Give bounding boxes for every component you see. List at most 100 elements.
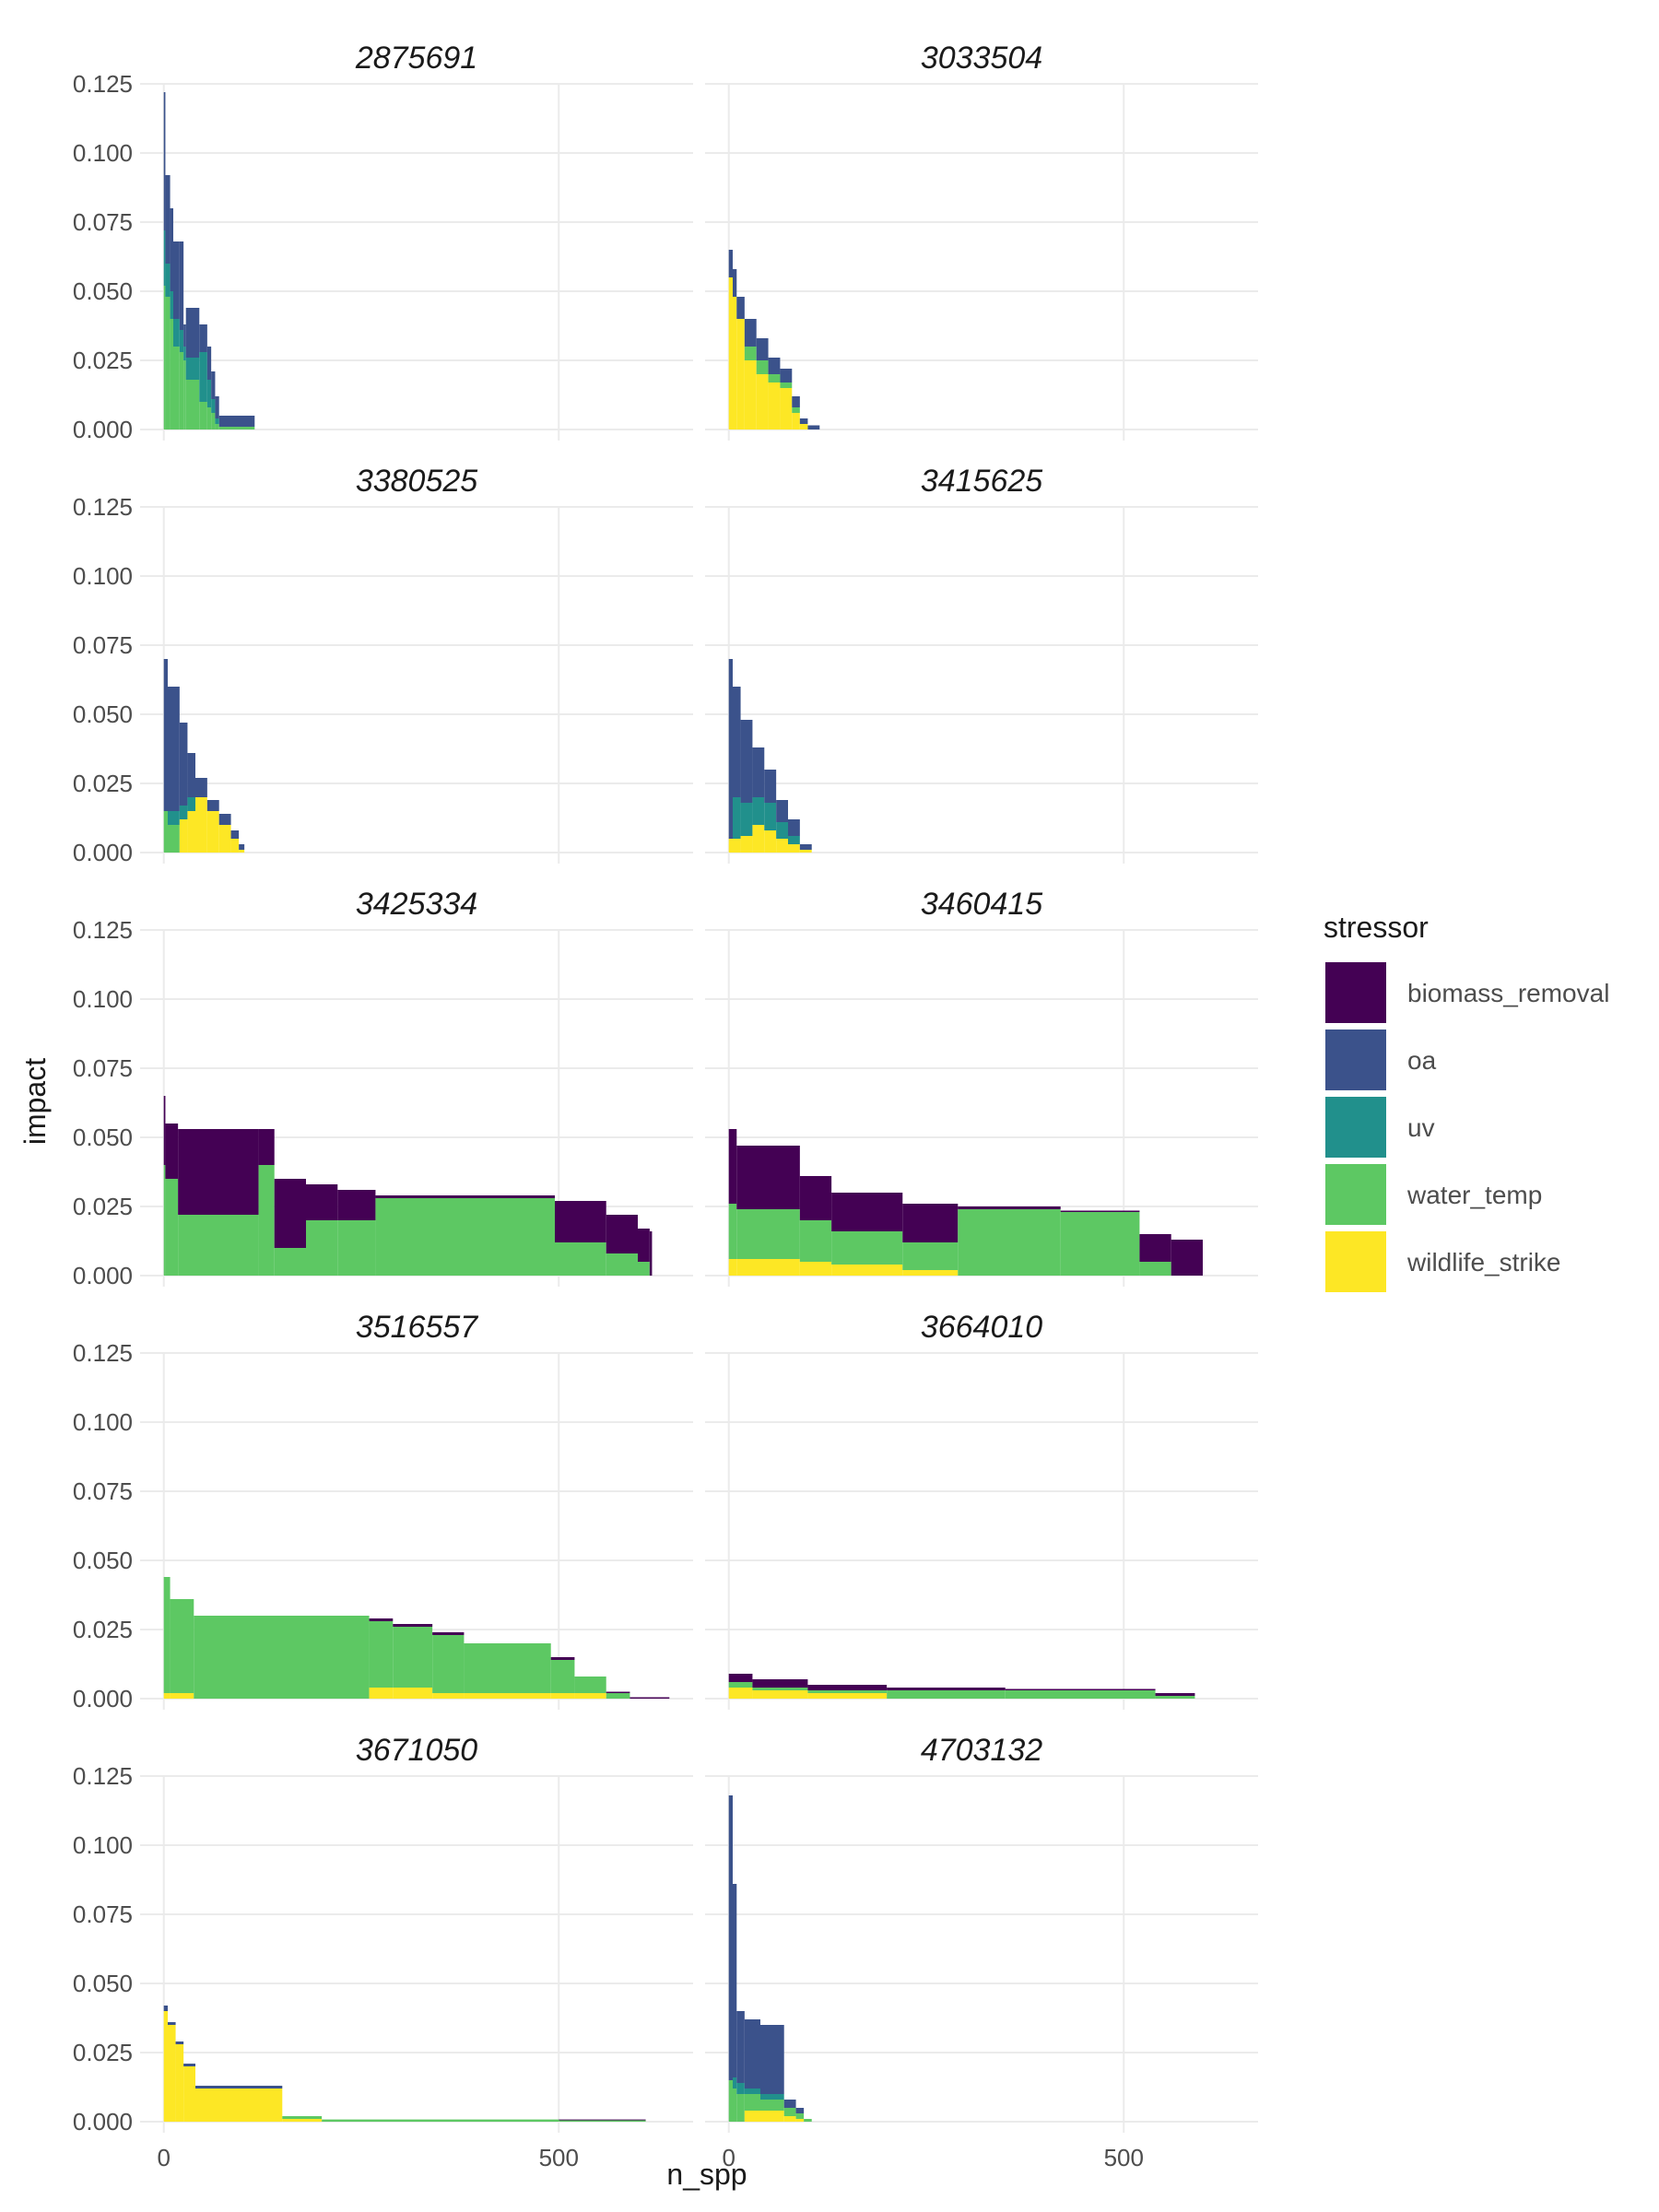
bar-oa [807, 425, 820, 429]
bar-wildlife-strike [831, 1265, 903, 1276]
bar-wildlife-strike [740, 836, 753, 853]
y-tick-label: 0.125 [73, 493, 133, 521]
bar-wildlife-strike [760, 2111, 784, 2122]
bar-water-temp [274, 1248, 306, 1276]
bar-water-temp [831, 1231, 903, 1265]
bar-water-temp [165, 1179, 179, 1276]
bar-oa [783, 2100, 796, 2108]
y-tick-label: 0.100 [73, 1408, 133, 1436]
y-tick-label: 0.125 [73, 1762, 133, 1790]
bar-uv [185, 358, 200, 380]
bar-wildlife-strike [369, 1688, 394, 1699]
bar-biomass-removal [1005, 1688, 1156, 1690]
bar-water-temp [780, 382, 793, 388]
facet-title: 2875691 [355, 41, 477, 76]
bar-water-temp [756, 360, 769, 374]
bar-water-temp [550, 1660, 575, 1693]
legend-swatch-uv [1325, 1097, 1386, 1158]
y-tick-label: 0.025 [73, 770, 133, 797]
bar-biomass-removal [555, 1201, 606, 1242]
bar-water-temp [768, 374, 781, 382]
bar-biomass-removal [831, 1193, 903, 1231]
facet-title: 3380525 [356, 464, 477, 499]
bar-wildlife-strike [733, 297, 737, 429]
y-tick-label: 0.075 [73, 208, 133, 236]
legend-label: uv [1407, 1113, 1435, 1142]
bar-water-temp [170, 1599, 194, 1693]
facet-title: 3664010 [921, 1310, 1042, 1345]
y-tick-label: 0.075 [73, 1900, 133, 1928]
facet-panel: 3671050 0.000 0.025 0.050 0.075 0.100 0.125 0 50… [73, 1733, 693, 2171]
bar-oa [733, 687, 741, 797]
bar-oa [744, 319, 757, 347]
bar-oa [795, 2108, 805, 2113]
bar-water-temp [1005, 1690, 1156, 1699]
bar-water-temp [728, 1682, 753, 1688]
bar-wildlife-strike [574, 1693, 606, 1699]
legend-label: wildlife_strike [1406, 1248, 1561, 1277]
bar-wildlife-strike [736, 1259, 800, 1276]
bar-wildlife-strike [206, 811, 219, 853]
bar-water-temp [887, 1690, 1006, 1699]
bar-oa [239, 844, 245, 850]
bar-water-temp [638, 1262, 650, 1276]
bar-wildlife-strike [163, 2011, 168, 2122]
bar-wildlife-strike [792, 413, 800, 429]
y-tick-label: 0.100 [73, 985, 133, 1013]
bar-oa [736, 2011, 745, 2083]
legend-title: stressor [1324, 911, 1429, 944]
bar-water-temp [1139, 1262, 1171, 1276]
bar-water-temp [163, 1165, 166, 1276]
bar-water-temp [752, 1688, 808, 1690]
bar-oa [168, 2022, 176, 2025]
bar-oa [752, 747, 765, 797]
bar-wildlife-strike [780, 388, 793, 429]
bar-water-temp [393, 1627, 433, 1688]
y-tick-label: 0.000 [73, 1262, 133, 1289]
bar-oa [776, 800, 788, 822]
bar-wildlife-strike [187, 811, 195, 853]
y-axis-title: impact [18, 1058, 52, 1145]
bar-oa [728, 659, 733, 839]
bar-wildlife-strike [744, 360, 757, 429]
bar-water-temp [792, 407, 800, 413]
bar-biomass-removal [606, 1215, 638, 1253]
bar-uv [764, 803, 777, 830]
facet-panel: 2875691 0.000 0.025 0.050 0.075 0.100 0.125 [73, 41, 693, 443]
facet-title: 3460415 [921, 887, 1042, 922]
y-tick-label: 0.000 [73, 1685, 133, 1712]
bar-oa [163, 659, 168, 811]
y-tick-label: 0.025 [73, 347, 133, 374]
bar-oa [756, 338, 769, 360]
bar-oa [733, 269, 737, 297]
bar-uv [168, 811, 180, 825]
bar-oa [179, 723, 188, 806]
bar-wildlife-strike [230, 839, 240, 853]
bar-oa [799, 844, 812, 850]
x-tick-label: 0 [157, 2144, 170, 2171]
bar-water-temp [168, 825, 180, 853]
facet-title: 3425334 [356, 887, 477, 922]
bar-biomass-removal [1060, 1210, 1140, 1212]
bar-oa [768, 358, 781, 374]
legend-label: water_temp [1406, 1181, 1542, 1209]
bar-wildlife-strike [728, 1259, 737, 1276]
bar-oa [740, 720, 753, 803]
bar-wildlife-strike [168, 2025, 176, 2122]
y-tick-label: 0.125 [73, 916, 133, 944]
bar-biomass-removal [306, 1184, 338, 1220]
y-tick-label: 0.050 [73, 1970, 133, 1997]
bar-biomass-removal [728, 1674, 753, 1682]
bar-oa [173, 241, 180, 319]
bar-biomass-removal [958, 1206, 1061, 1209]
bar-uv [740, 803, 753, 836]
facet-title: 3415625 [921, 464, 1042, 499]
bar-uv [736, 2083, 745, 2094]
bar-wildlife-strike [752, 825, 765, 853]
bar-uv [215, 418, 219, 424]
legend-swatch-water-temp [1325, 1164, 1386, 1225]
bar-biomass-removal [393, 1624, 433, 1627]
bar-wildlife-strike [728, 839, 733, 853]
y-tick-label: 0.025 [73, 2039, 133, 2066]
